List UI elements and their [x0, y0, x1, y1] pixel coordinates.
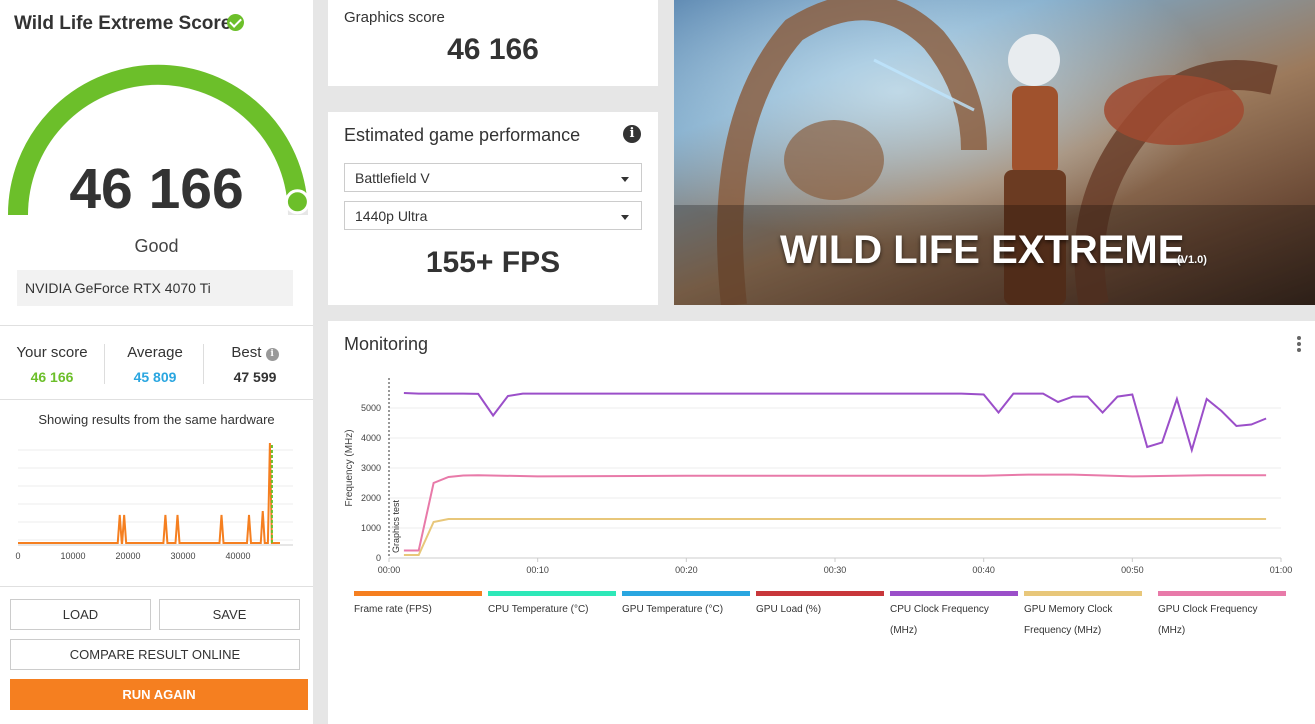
banner-title: WILD LIFE EXTREME — [780, 228, 1185, 272]
best-label: Best — [231, 344, 262, 361]
legend-item[interactable]: Frame rate (FPS) — [354, 591, 482, 620]
divider — [104, 344, 105, 384]
legend-label: Frame rate (FPS) — [354, 604, 432, 615]
graphics-score-value: 46 166 — [447, 33, 539, 66]
graphics-score-label: Graphics score — [344, 9, 445, 26]
load-button[interactable]: LOAD — [10, 599, 151, 630]
graphics-score-card: Graphics score 46 166 — [328, 0, 658, 86]
best-stat: Best i 47 599 — [205, 344, 305, 385]
compare-online-button[interactable]: COMPARE RESULT ONLINE — [10, 639, 300, 670]
distribution-line — [18, 442, 280, 544]
legend-label: CPU Clock Frequency (MHz) — [890, 604, 989, 636]
monitoring-card: Monitoring 0 1000 2000 3000 4000 5000 00:00 00:… — [328, 321, 1315, 724]
y-tick-label: 5000 — [361, 403, 381, 413]
x-tick-label: 0 — [15, 551, 20, 561]
overall-score: 46 166 — [69, 157, 244, 221]
legend-item[interactable]: GPU Memory Clock Frequency (MHz) — [1024, 591, 1142, 641]
verified-check-icon — [227, 14, 244, 31]
banner-version: (V1.0) — [1177, 254, 1207, 266]
legend-swatch — [354, 591, 482, 596]
distribution-area — [0, 400, 313, 586]
game-select[interactable]: Battlefield V — [344, 163, 642, 192]
estimated-fps: 155+ FPS — [425, 246, 561, 279]
average-label: Average — [127, 344, 183, 361]
series-line — [403, 392, 1267, 454]
legend-item[interactable]: GPU Load (%) — [756, 591, 884, 620]
x-tick-label: 40000 — [225, 551, 250, 561]
divider — [0, 399, 313, 400]
legend-swatch — [890, 591, 1018, 596]
estimated-performance-card: Estimated game performance i Battlefield… — [328, 112, 658, 305]
x-tick-label: 00:40 — [972, 565, 995, 575]
best-label-row: Best i — [205, 344, 305, 361]
graphics-test-label: Graphics test — [391, 499, 401, 553]
run-again-button[interactable]: RUN AGAIN — [10, 679, 308, 710]
estimated-title: Estimated game performance — [344, 125, 581, 145]
gpu-name: NVIDIA GeForce RTX 4070 Ti — [17, 270, 293, 306]
legend-label: GPU Clock Frequency (MHz) — [1158, 604, 1258, 636]
x-tick-label: 00:20 — [675, 565, 698, 575]
chevron-down-icon — [621, 177, 629, 182]
legend-label: CPU Temperature (°C) — [488, 604, 589, 615]
legend-swatch — [1158, 591, 1286, 596]
series-line — [403, 518, 1267, 556]
legend-item[interactable]: GPU Temperature (°C) — [622, 591, 750, 620]
save-button[interactable]: SAVE — [159, 599, 300, 630]
x-tick-label: 00:00 — [378, 565, 401, 575]
score-gauge — [7, 64, 310, 216]
preset-select-value: 1440p Ultra — [355, 208, 428, 224]
monitoring-title: Monitoring — [344, 334, 429, 354]
legend-swatch — [622, 591, 750, 596]
x-tick-label: 00:30 — [824, 565, 847, 575]
legend-item[interactable]: GPU Clock Frequency (MHz) — [1158, 591, 1286, 641]
score-title: Wild Life Extreme Score — [14, 13, 232, 34]
benchmark-banner: WILD LIFE EXTREME (V1.0) — [674, 0, 1315, 305]
x-tick-label: 01:00 — [1270, 565, 1293, 575]
legend-item[interactable]: CPU Clock Frequency (MHz) — [890, 591, 1018, 641]
legend-swatch — [1024, 591, 1142, 596]
y-tick-label: 0 — [376, 553, 381, 563]
average-stat: Average 45 809 — [105, 344, 205, 385]
chevron-down-icon — [621, 215, 629, 220]
x-tick-label: 30000 — [170, 551, 195, 561]
average-value: 45 809 — [133, 369, 177, 385]
legend-swatch — [488, 591, 616, 596]
legend-label: GPU Memory Clock Frequency (MHz) — [1024, 604, 1113, 636]
best-value: 47 599 — [233, 369, 277, 385]
legend-swatch — [756, 591, 884, 596]
legend-label: GPU Load (%) — [756, 604, 822, 615]
score-rating: Good — [134, 236, 179, 256]
banner-artwork — [674, 0, 1315, 305]
gauge-knob — [284, 189, 310, 215]
y-tick-label: 1000 — [361, 523, 381, 533]
divider — [0, 586, 313, 587]
monitoring-chart: 0 1000 2000 3000 4000 5000 00:00 00:10 00:20 00:3… — [344, 378, 1293, 575]
game-select-value: Battlefield V — [355, 170, 430, 186]
info-icon[interactable]: i — [623, 125, 641, 143]
your-score-label: Your score — [16, 344, 88, 361]
your-score-value: 46 166 — [30, 369, 74, 385]
y-tick-label: 2000 — [361, 493, 381, 503]
x-tick-label: 20000 — [115, 551, 140, 561]
your-score-stat: Your score 46 166 — [2, 344, 102, 385]
x-tick-label: 00:50 — [1121, 565, 1144, 575]
score-distribution-chart: 0 10000 20000 30000 40000 — [15, 442, 293, 561]
same-hardware-note: Showing results from the same hardware — [38, 412, 275, 427]
x-tick-label: 00:10 — [526, 565, 549, 575]
series-line — [403, 473, 1267, 552]
legend-label: GPU Temperature (°C) — [622, 604, 724, 615]
more-options-icon[interactable] — [1297, 336, 1301, 352]
divider — [0, 325, 313, 326]
divider — [203, 344, 204, 384]
preset-select[interactable]: 1440p Ultra — [344, 201, 642, 230]
y-axis-label: Frequency (MHz) — [344, 429, 355, 506]
legend-item[interactable]: CPU Temperature (°C) — [488, 591, 616, 620]
score-panel: Wild Life Extreme Score 46 166 Good NVID… — [0, 0, 313, 724]
info-icon[interactable]: i — [265, 348, 279, 361]
x-tick-label: 10000 — [60, 551, 85, 561]
y-tick-label: 4000 — [361, 433, 381, 443]
y-tick-label: 3000 — [361, 463, 381, 473]
